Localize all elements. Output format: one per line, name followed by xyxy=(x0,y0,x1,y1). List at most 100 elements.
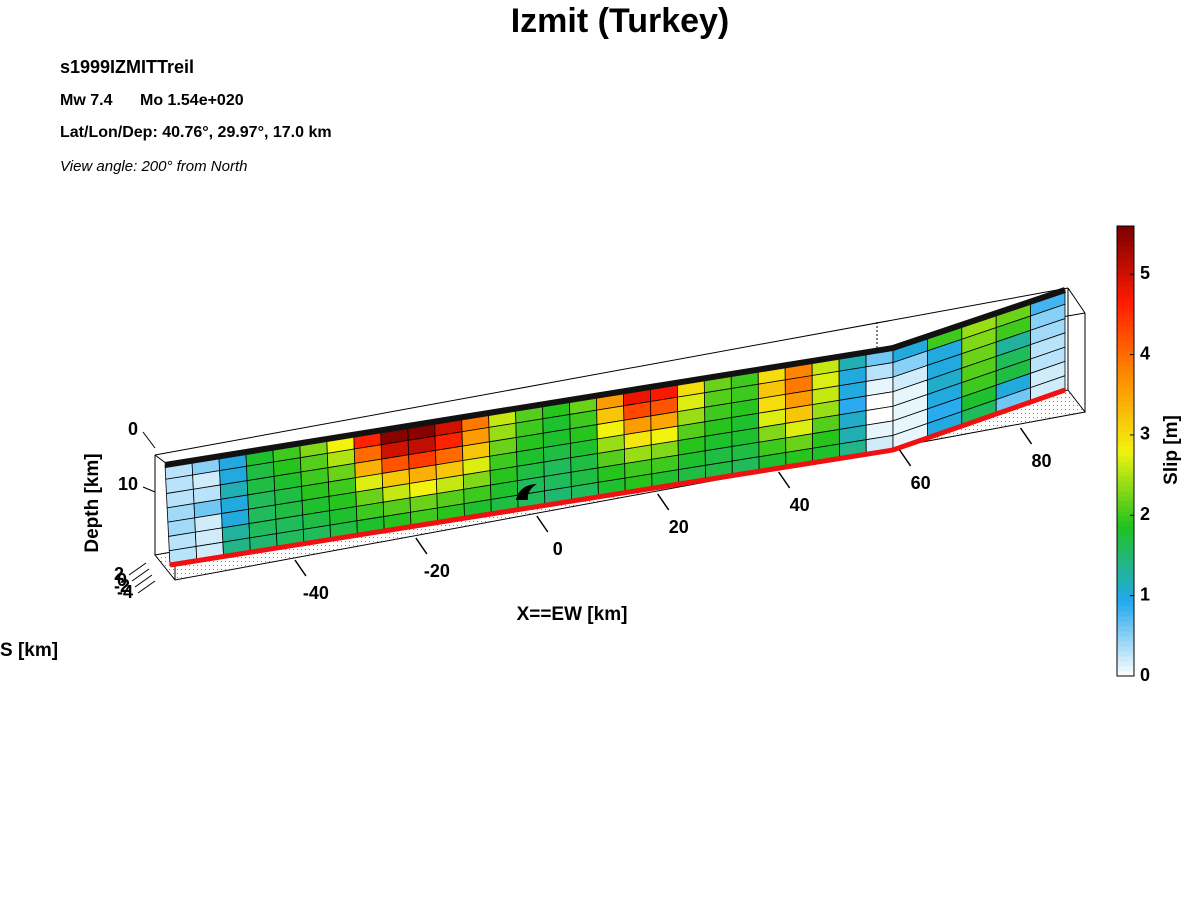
moment: Mo 1.54e+020 xyxy=(140,92,244,109)
colorbar-step xyxy=(1117,311,1134,317)
colorbar-tick-label: 5 xyxy=(1140,263,1150,283)
colorbar-step xyxy=(1117,591,1134,597)
colorbar-step xyxy=(1117,406,1134,412)
colorbar-step xyxy=(1117,586,1134,592)
colorbar-tick-label: 2 xyxy=(1140,504,1150,524)
z-tick-label: 0 xyxy=(128,419,138,439)
colorbar-tick-label: 3 xyxy=(1140,424,1150,444)
colorbar-step xyxy=(1117,281,1134,287)
colorbar-step xyxy=(1117,376,1134,382)
y-axis-label: S [km] xyxy=(0,640,58,661)
colorbar-step xyxy=(1117,521,1134,527)
colorbar-step xyxy=(1117,671,1134,677)
colorbar-step xyxy=(1117,326,1134,332)
colorbar-step xyxy=(1117,436,1134,442)
colorbar-step xyxy=(1117,646,1134,652)
colorbar-step xyxy=(1117,256,1134,262)
event-name: s1999IZMITTreil xyxy=(60,57,194,77)
x-tick xyxy=(294,559,307,577)
colorbar-step xyxy=(1117,301,1134,307)
fault-bottom-trace xyxy=(169,387,1066,568)
colorbar-step xyxy=(1117,651,1134,657)
y-tick xyxy=(131,568,150,582)
colorbar-step xyxy=(1117,606,1134,612)
colorbar-step xyxy=(1117,546,1134,552)
view-angle: View angle: 200° from North xyxy=(60,158,248,175)
chart-title: Izmit (Turkey) xyxy=(511,2,730,40)
colorbar-step xyxy=(1117,561,1134,567)
colorbar-step xyxy=(1117,421,1134,427)
colorbar-step xyxy=(1117,266,1134,272)
x-tick-label: 40 xyxy=(790,495,810,515)
colorbar-tick-label: 4 xyxy=(1140,343,1150,363)
colorbar-step xyxy=(1117,331,1134,337)
x-tick-label: 80 xyxy=(1032,451,1052,471)
colorbar-step xyxy=(1117,341,1134,347)
colorbar-step xyxy=(1117,401,1134,407)
colorbar-step xyxy=(1117,416,1134,422)
z-tick xyxy=(142,431,156,449)
colorbar-step xyxy=(1117,601,1134,607)
colorbar-step xyxy=(1117,261,1134,267)
y-tick xyxy=(128,562,147,576)
colorbar-step xyxy=(1117,481,1134,487)
colorbar-step xyxy=(1117,571,1134,577)
y-tick xyxy=(137,580,156,594)
colorbar-step xyxy=(1117,386,1134,392)
colorbar-step xyxy=(1117,656,1134,662)
colorbar-step xyxy=(1117,596,1134,602)
x-tick xyxy=(1019,427,1033,445)
x-tick xyxy=(898,449,912,467)
z-tick xyxy=(142,486,156,493)
x-tick-label: 60 xyxy=(911,473,931,493)
colorbar-step xyxy=(1117,476,1134,482)
colorbar-step xyxy=(1117,511,1134,517)
colorbar-step xyxy=(1117,541,1134,547)
x-axis-label: X==EW [km] xyxy=(517,604,628,625)
colorbar-step xyxy=(1117,556,1134,562)
colorbar-step xyxy=(1117,661,1134,667)
colorbar-step xyxy=(1117,356,1134,362)
colorbar-step xyxy=(1117,466,1134,472)
colorbar-step xyxy=(1117,251,1134,257)
colorbar-step xyxy=(1117,236,1134,242)
colorbar-tick-label: 0 xyxy=(1140,665,1150,685)
y-tick-label: 0 xyxy=(117,570,127,590)
colorbar-step xyxy=(1117,641,1134,647)
y-tick-label: 2 xyxy=(114,564,124,584)
colorbar-step xyxy=(1117,321,1134,327)
colorbar-step xyxy=(1117,491,1134,497)
colorbar-step xyxy=(1117,246,1134,252)
colorbar-step xyxy=(1117,391,1134,397)
x-tick xyxy=(536,515,549,533)
colorbar-step xyxy=(1117,576,1134,582)
colorbar-step xyxy=(1117,486,1134,492)
colorbar-step xyxy=(1117,431,1134,437)
colorbar-step xyxy=(1117,536,1134,542)
colorbar-step xyxy=(1117,291,1134,297)
colorbar-step xyxy=(1117,441,1134,447)
colorbar-step xyxy=(1117,581,1134,587)
colorbar-border xyxy=(1116,225,1135,677)
colorbar-step xyxy=(1117,516,1134,522)
magnitude: Mw 7.4 xyxy=(60,92,113,109)
colorbar-label: Slip [m] xyxy=(1161,415,1182,485)
colorbar-step xyxy=(1117,636,1134,642)
colorbar-step xyxy=(1117,626,1134,632)
colorbar-step xyxy=(1117,471,1134,477)
colorbar-step xyxy=(1117,241,1134,247)
colorbar-tick-label: 1 xyxy=(1140,584,1150,604)
colorbar-step xyxy=(1117,446,1134,452)
y-tick-label: -2 xyxy=(114,576,130,596)
colorbar-step xyxy=(1117,496,1134,502)
slip-grid xyxy=(164,289,1066,566)
colorbar-step xyxy=(1117,566,1134,572)
z-tick-label: 10 xyxy=(118,474,138,494)
x-tick-label: -40 xyxy=(303,583,329,603)
x-tick-label: 20 xyxy=(669,517,689,537)
colorbar-step xyxy=(1117,531,1134,537)
colorbar-step xyxy=(1117,426,1134,432)
colorbar-step xyxy=(1117,506,1134,512)
location: Lat/Lon/Dep: 40.76°, 29.97°, 17.0 km xyxy=(60,124,332,141)
